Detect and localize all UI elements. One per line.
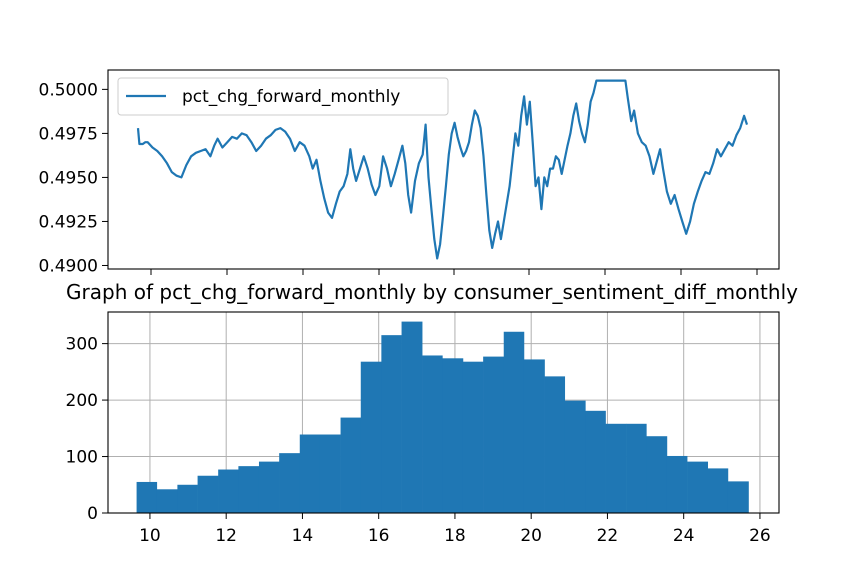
histogram-bar bbox=[687, 461, 709, 513]
histogram-panel: 10 12 14 16 18 20 22 24 26 0 100 200 300 bbox=[66, 311, 780, 546]
histogram-bar bbox=[626, 423, 647, 513]
histogram-bar bbox=[401, 321, 423, 513]
histogram-bar bbox=[319, 434, 341, 513]
histogram-bar bbox=[544, 376, 566, 513]
x-tick-label: 26 bbox=[749, 526, 771, 546]
histogram-bar bbox=[197, 475, 219, 513]
x-tick-label: 22 bbox=[597, 526, 619, 546]
histogram-bar bbox=[523, 359, 545, 513]
histogram-y-axis: 0 100 200 300 bbox=[66, 335, 108, 524]
histogram-bar bbox=[136, 481, 158, 513]
histogram-bar bbox=[605, 423, 627, 513]
histogram-bar bbox=[666, 455, 688, 513]
legend: pct_chg_forward_monthly bbox=[117, 77, 449, 116]
histogram-bar bbox=[707, 468, 729, 513]
y-tick-label: 200 bbox=[66, 391, 98, 411]
histogram-bar bbox=[503, 331, 525, 513]
histogram-frame bbox=[107, 311, 780, 514]
y-tick-label: 0.4925 bbox=[39, 212, 98, 232]
x-tick-label: 20 bbox=[520, 526, 542, 546]
legend-box bbox=[117, 77, 449, 116]
y-tick-label: 0.4950 bbox=[39, 168, 98, 188]
histogram-bar bbox=[442, 358, 464, 513]
y-tick-label: 0.4900 bbox=[39, 256, 98, 276]
x-tick-label: 18 bbox=[444, 526, 466, 546]
histogram-bar bbox=[646, 436, 668, 513]
histogram-bar bbox=[483, 356, 505, 513]
histogram-bar bbox=[177, 484, 198, 513]
x-tick-label: 24 bbox=[673, 526, 695, 546]
histogram-bar bbox=[238, 466, 260, 513]
histogram-bar bbox=[727, 481, 749, 513]
histogram-bar bbox=[340, 417, 362, 513]
y-tick-label: 0.4975 bbox=[39, 124, 98, 144]
series-line-pct-chg-forward-monthly bbox=[136, 79, 749, 260]
histogram-bar bbox=[360, 361, 382, 513]
histogram-bar bbox=[462, 361, 484, 513]
x-tick-label: 16 bbox=[368, 526, 390, 546]
x-tick-label: 14 bbox=[292, 526, 314, 546]
histogram-bar bbox=[279, 453, 301, 513]
y-tick-label: 0.5000 bbox=[39, 80, 98, 100]
histogram-bar bbox=[156, 489, 178, 513]
histogram-bar bbox=[381, 335, 402, 513]
line-plot-frame bbox=[107, 69, 780, 270]
y-tick-label: 300 bbox=[66, 335, 98, 355]
line-plot-panel: 0.4900 0.4925 0.4950 0.4975 0.5000 pct_chg_f… bbox=[39, 69, 780, 276]
histogram-bar bbox=[218, 469, 239, 513]
x-tick-label: 12 bbox=[215, 526, 237, 546]
legend-label: pct_chg_forward_monthly bbox=[182, 87, 400, 107]
histogram-bar bbox=[422, 355, 443, 513]
histogram-bar bbox=[299, 434, 321, 513]
line-y-axis: 0.4900 0.4925 0.4950 0.4975 0.5000 bbox=[39, 80, 108, 276]
y-tick-label: 0 bbox=[87, 504, 98, 524]
histogram-bar bbox=[258, 461, 280, 513]
histogram-bar bbox=[585, 410, 606, 513]
histogram-x-axis: 10 12 14 16 18 20 22 24 26 bbox=[139, 513, 771, 546]
histogram-bars bbox=[136, 321, 749, 513]
histogram-title: Graph of pct_chg_forward_monthly by cons… bbox=[66, 280, 798, 304]
x-tick-label: 10 bbox=[139, 526, 161, 546]
y-tick-label: 100 bbox=[66, 448, 98, 468]
line-x-axis bbox=[150, 269, 758, 275]
histogram-bar bbox=[564, 400, 586, 513]
